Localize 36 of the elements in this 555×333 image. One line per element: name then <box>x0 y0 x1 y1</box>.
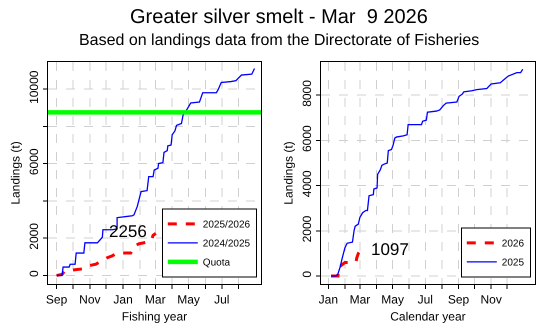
legend-label: 2026 <box>502 238 524 250</box>
chart-title: Greater silver smelt - Mar 9 2026 <box>130 6 428 28</box>
x-tick-label: May <box>177 292 200 306</box>
x-tick-label: Nov <box>79 292 100 306</box>
data-label: 1097 <box>371 240 409 259</box>
y-tick-label: 2000 <box>27 222 42 250</box>
y-tick-label: 4000 <box>300 170 314 198</box>
y-tick-label: 0 <box>300 270 314 278</box>
data-label: 2256 <box>109 222 147 241</box>
x-tick-label: Jul <box>214 292 230 306</box>
y-tick-label: 8000 <box>300 80 314 107</box>
chart-subtitle: Based on landings data from the Directorate of Fisheries <box>79 32 480 49</box>
x-tick-label: Jan <box>113 292 133 306</box>
y-tick-label: 2000 <box>300 215 314 242</box>
x-axis-title: Calendar year <box>390 309 466 324</box>
x-tick-label: Sep <box>46 292 68 306</box>
legend-label: Quota <box>202 258 230 269</box>
x-tick-label: May <box>381 292 404 306</box>
legend-label: 2024/2025 <box>202 238 251 250</box>
x-tick-label: Mar <box>144 292 166 306</box>
x-tick-label: Mar <box>350 292 370 306</box>
x-axis-title: Fishing year <box>122 309 188 324</box>
line-series <box>56 68 256 276</box>
y-tick-label: 0 <box>27 270 42 277</box>
y-tick-label: 6000 <box>300 124 314 152</box>
line-series <box>330 68 524 277</box>
y-tick-label: 6000 <box>27 148 42 176</box>
x-tick-label: Jul <box>418 292 433 306</box>
y-axis-title: Landings (t) <box>8 141 22 205</box>
x-tick-label: Sep <box>448 292 470 306</box>
y-tick-label: 10000 <box>27 70 42 104</box>
legend-label: 2025/2026 <box>202 220 251 231</box>
x-tick-label: Nov <box>480 292 502 306</box>
x-tick-label: Jan <box>318 292 338 306</box>
y-axis-title: Landings (t) <box>281 141 296 205</box>
legend-label: 2025 <box>502 258 524 269</box>
